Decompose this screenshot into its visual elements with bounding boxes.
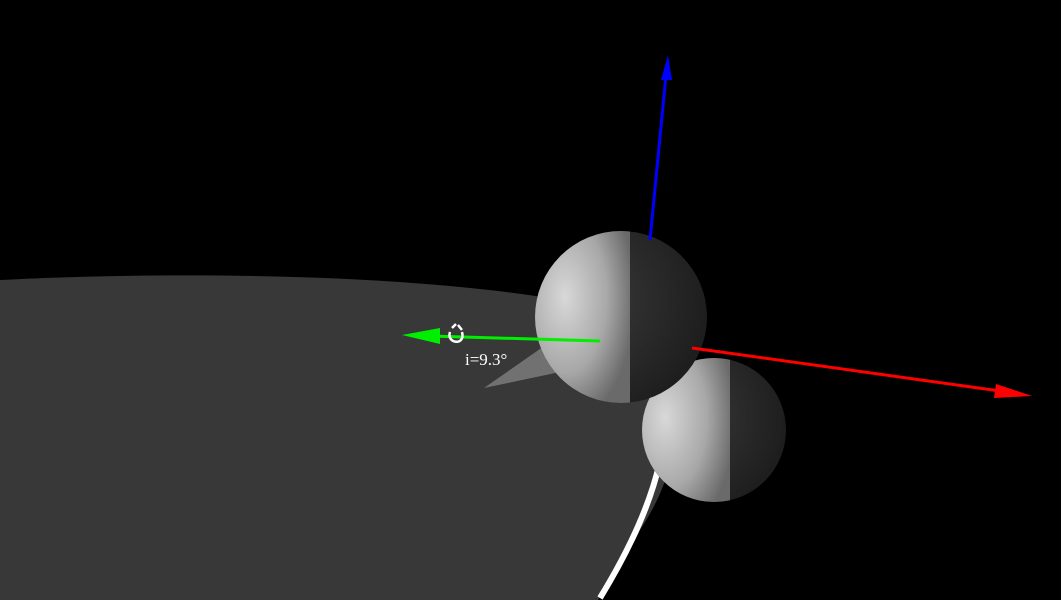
orbit-plane xyxy=(0,275,676,600)
y-axis-arrow xyxy=(402,328,601,344)
rotation-icon xyxy=(448,323,464,343)
z-axis-arrow xyxy=(648,55,672,241)
axis-head xyxy=(661,55,672,80)
axis-shaft xyxy=(691,346,1001,393)
axis-shaft xyxy=(648,74,668,241)
inclination-label: i=9.3° xyxy=(465,350,507,369)
x-axis-arrow xyxy=(691,346,1032,398)
axis-head xyxy=(402,328,440,344)
axis-shaft xyxy=(429,334,601,343)
axis-head xyxy=(994,384,1032,398)
